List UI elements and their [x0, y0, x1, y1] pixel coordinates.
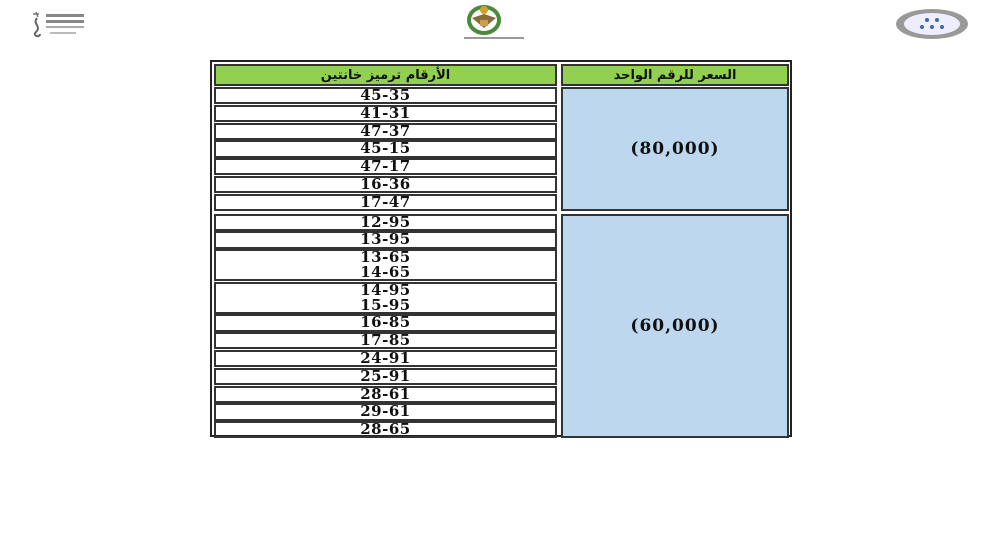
code-value: 45-35 [360, 86, 411, 105]
army-emblem-logo [458, 4, 538, 42]
code-value: 41-31 [360, 103, 411, 122]
code-value: 14-65 [360, 263, 411, 282]
code-value: 28-65 [360, 420, 411, 439]
code-value: 45-15 [360, 139, 411, 158]
code-value: 14-95 [360, 280, 411, 299]
code-value: 16-85 [360, 313, 411, 332]
code-row: 47-17 [214, 157, 557, 176]
code-row: 28-65 [214, 420, 557, 439]
seal-logo [894, 8, 970, 40]
code-row: 45-35 [214, 86, 557, 105]
code-row: 24-91 [214, 349, 557, 368]
header-codes: الأرقام ترميز خانتين [214, 64, 557, 86]
code-value: 25-91 [360, 366, 411, 385]
code-value: 29-61 [360, 402, 411, 421]
price-cell: (80,000) [561, 87, 789, 211]
code-row: 17-85 [214, 331, 557, 350]
code-row: 13-65 14-65 [214, 248, 557, 282]
code-value: 13-65 [360, 248, 411, 267]
code-row: 41-31 [214, 103, 557, 122]
award-logo [28, 8, 90, 40]
code-row: 28-61 [214, 384, 557, 403]
header-price: السعر للرقم الواحد [561, 64, 789, 86]
code-value: 15-95 [360, 295, 411, 314]
code-row: 16-85 [214, 313, 557, 332]
price-table: الأرقام ترميز خانتين السعر للرقم الواحد … [210, 60, 792, 439]
code-value: 24-91 [360, 349, 411, 368]
code-row: 16-36 [214, 175, 557, 194]
code-row: 12-95 [214, 212, 557, 231]
code-row: 45-15 [214, 139, 557, 158]
code-value: 12-95 [360, 212, 411, 231]
code-value: 16-36 [360, 175, 411, 194]
code-value: 47-37 [360, 121, 411, 140]
code-value: 47-17 [360, 157, 411, 176]
code-value: 13-95 [360, 230, 411, 249]
code-row: 13-95 [214, 230, 557, 249]
code-value: 28-61 [360, 384, 411, 403]
code-row: 25-91 [214, 366, 557, 385]
code-row: 47-37 [214, 121, 557, 140]
code-value: 17-85 [360, 331, 411, 350]
code-row: 29-61 [214, 402, 557, 421]
code-value: 17-47 [360, 192, 411, 211]
price-cell: (60,000) [561, 213, 789, 439]
code-row: 14-95 15-95 [214, 280, 557, 314]
code-row: 17-47 [214, 192, 557, 211]
